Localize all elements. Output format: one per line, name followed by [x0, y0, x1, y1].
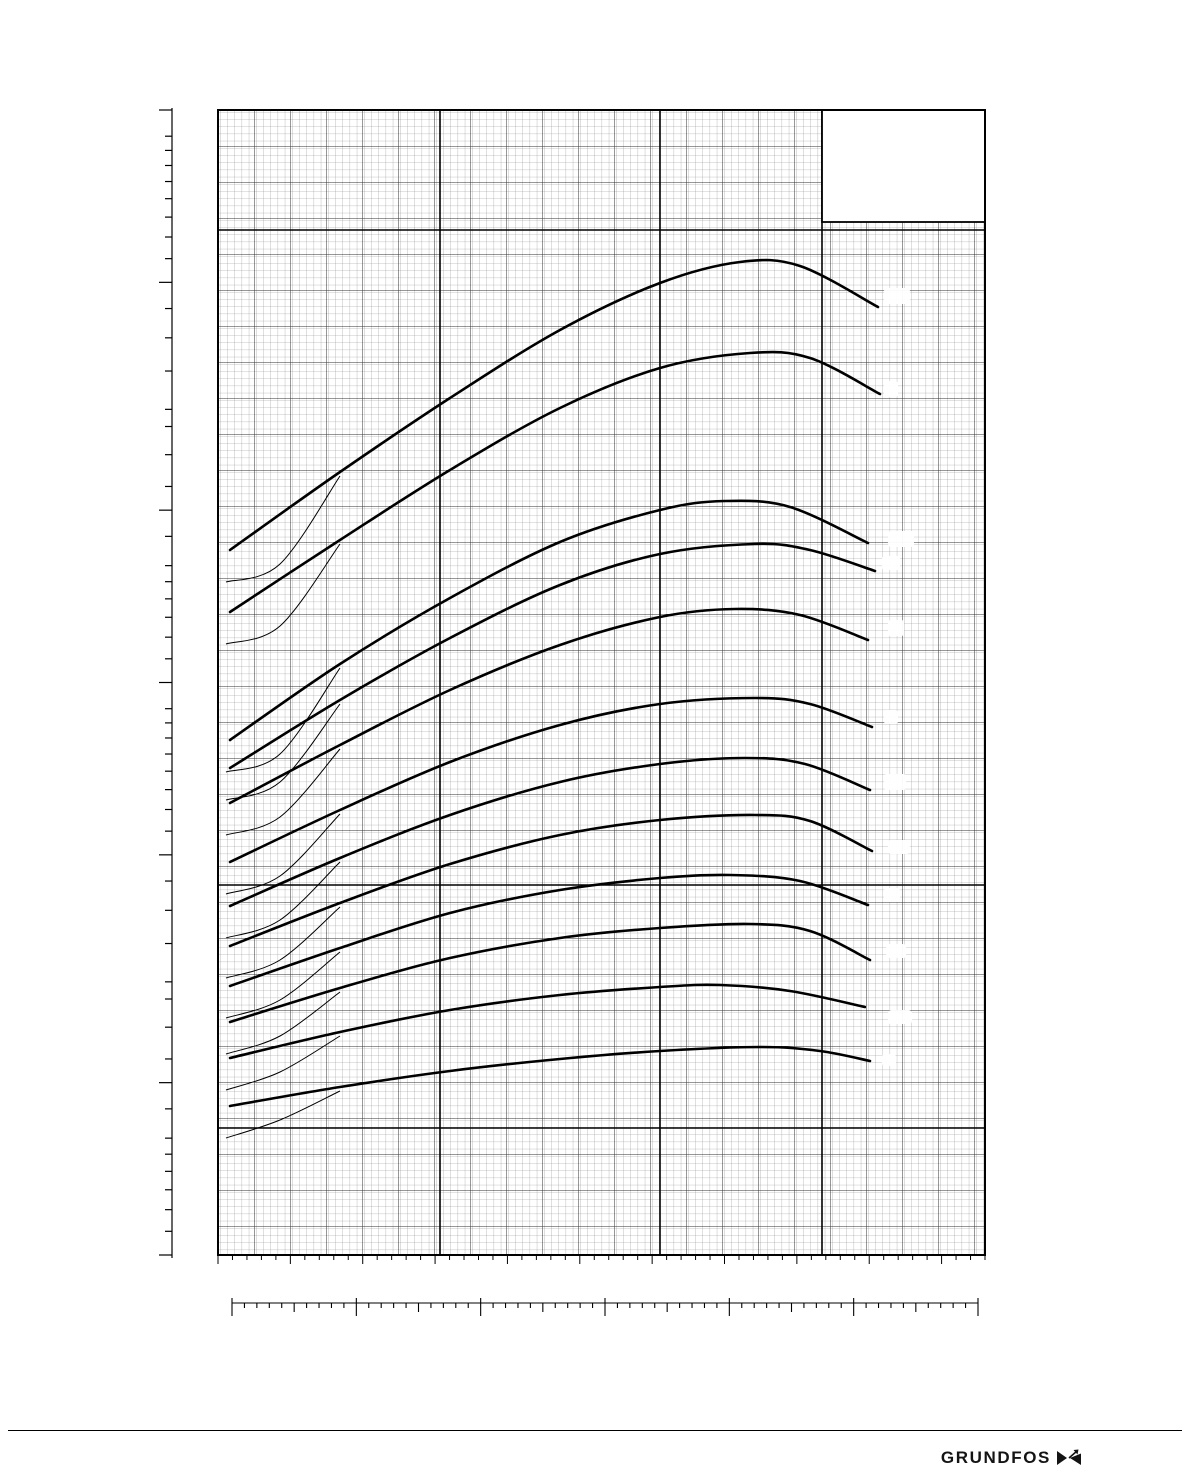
curve-5-thin — [225, 748, 341, 836]
grundfos-wordmark: GRUNDFOS — [940, 1448, 1051, 1467]
grid — [218, 110, 985, 1255]
curve-2-label — [884, 381, 898, 397]
curve-4 — [228, 542, 877, 770]
y-axis — [159, 108, 173, 1258]
curve-10-thin — [225, 991, 341, 1055]
curve-8-thin — [225, 906, 341, 979]
curve-1-label — [884, 288, 910, 304]
curve-10-label — [886, 944, 906, 958]
curve-6-thin — [225, 813, 341, 895]
curve-8 — [228, 813, 874, 948]
pump-curves — [225, 258, 882, 1139]
curve-12 — [228, 1045, 872, 1108]
curve-9-thin — [225, 951, 341, 1019]
curve-9 — [228, 873, 870, 988]
curve-11 — [228, 983, 867, 1060]
curve-12-label — [882, 1054, 896, 1066]
curve-3 — [228, 499, 870, 742]
curve-7-label — [884, 774, 906, 790]
curve-3-thin — [225, 667, 341, 773]
footer-divider — [8, 1430, 1182, 1431]
curve-2-thin — [225, 543, 341, 645]
curve-11-thin — [225, 1035, 341, 1091]
curve-7 — [228, 756, 872, 908]
grundfos-logo: GRUNDFOS — [941, 1448, 1082, 1468]
curve-6-label — [884, 710, 898, 724]
legend-box — [821, 109, 986, 223]
bottom-ruler — [231, 1298, 979, 1316]
curve-9-label — [884, 888, 900, 902]
curve-5 — [228, 607, 870, 805]
curve-6 — [228, 696, 874, 864]
curve-4-label — [882, 556, 900, 570]
curve-3-label — [888, 531, 914, 547]
curve-10 — [228, 922, 872, 1024]
x-axis-ticks — [217, 1255, 986, 1264]
curve-1 — [228, 258, 880, 552]
curve-11-label — [888, 1010, 912, 1024]
curve-2 — [228, 350, 882, 614]
curve-12-thin — [225, 1090, 341, 1139]
curve-labels — [882, 288, 914, 1066]
curve-7-thin — [225, 861, 341, 939]
plot-border — [217, 109, 986, 1256]
curve-8-label — [888, 840, 910, 854]
grundfos-symbol-icon — [1057, 1449, 1081, 1465]
curve-1-thin — [225, 475, 341, 583]
curve-5-label — [888, 620, 904, 636]
